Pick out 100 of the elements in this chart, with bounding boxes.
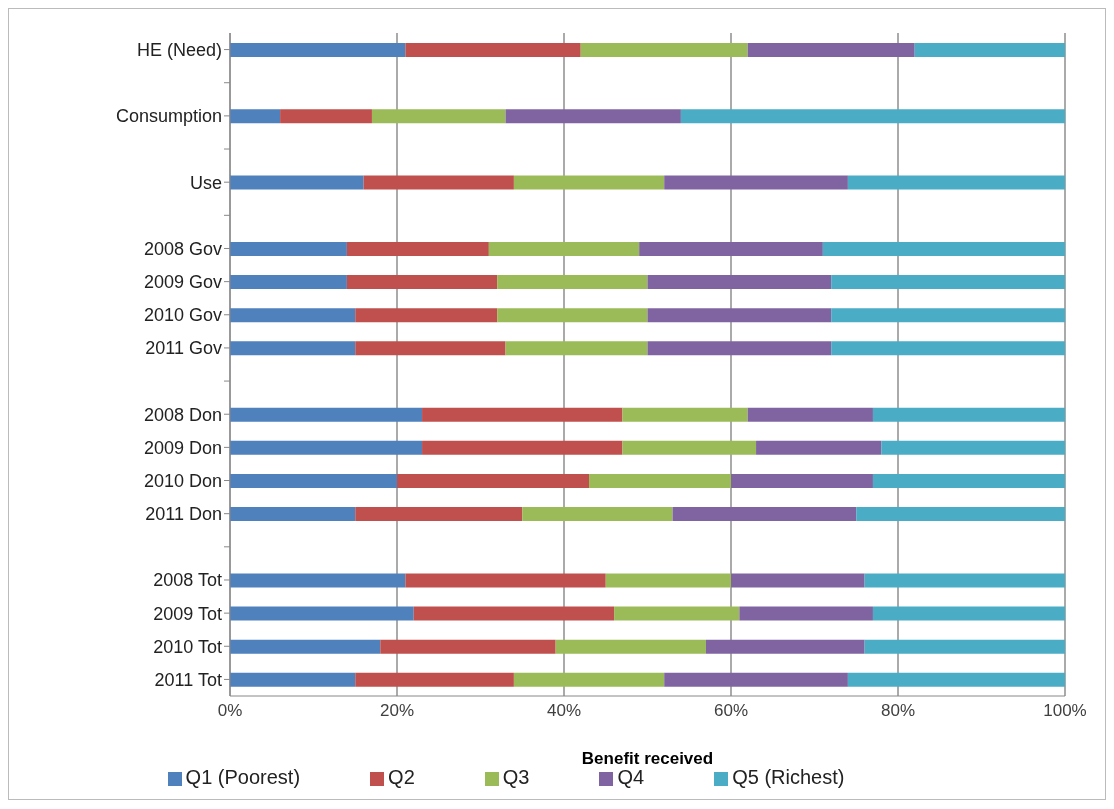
bar — [664, 672, 848, 687]
bar — [881, 440, 1065, 455]
bar — [355, 672, 514, 687]
y-tick-label: Use — [189, 172, 222, 193]
bar — [230, 639, 381, 654]
bar — [355, 341, 506, 356]
bar — [872, 473, 1065, 488]
bar — [505, 341, 648, 356]
bar — [555, 639, 706, 654]
bar — [230, 407, 423, 422]
bar — [731, 473, 873, 488]
bar — [497, 308, 648, 323]
bar — [847, 672, 1065, 687]
x-tick-label: 20% — [379, 701, 415, 721]
bar — [831, 275, 1065, 290]
x-tick-label: 0% — [217, 701, 243, 721]
bar — [230, 43, 406, 57]
bar — [639, 241, 823, 256]
bar — [622, 440, 757, 455]
bar — [230, 507, 356, 522]
y-tick-label: 2011 Gov — [145, 338, 222, 359]
bar — [589, 473, 731, 488]
bar — [230, 275, 347, 290]
bar — [522, 507, 673, 522]
bar — [647, 341, 832, 356]
bar — [488, 241, 640, 256]
bar — [355, 507, 523, 522]
bar — [822, 241, 1065, 256]
x-tick-label: 100% — [1043, 701, 1087, 721]
y-tick-label: 2008 Gov — [143, 238, 222, 259]
bar — [230, 341, 356, 356]
bar — [346, 241, 489, 256]
bar — [864, 573, 1065, 588]
bar — [731, 573, 865, 588]
bar — [230, 308, 356, 323]
bar — [371, 109, 506, 124]
bar — [831, 341, 1065, 356]
bar — [580, 43, 748, 57]
bar — [230, 175, 364, 190]
bar — [747, 43, 915, 57]
bar — [756, 440, 882, 455]
x-tick-label: 60% — [713, 701, 749, 721]
y-tick-label: 2008 Don — [143, 404, 222, 425]
bar — [405, 43, 581, 57]
y-tick-label: Consumption — [115, 106, 222, 127]
y-tick-label: 2009 Tot — [153, 603, 222, 624]
x-axis-title: Benefit received — [581, 749, 714, 768]
bar — [647, 308, 832, 323]
bar — [513, 672, 665, 687]
bar — [230, 606, 414, 621]
bar — [647, 275, 832, 290]
bar — [230, 573, 406, 588]
bar — [505, 109, 681, 124]
bar — [422, 440, 623, 455]
y-tick-label: 2009 Gov — [143, 272, 222, 293]
bar — [513, 175, 665, 190]
y-tick-label: 2008 Tot — [153, 570, 222, 591]
bar — [680, 109, 1065, 124]
bar — [831, 308, 1065, 323]
bar — [422, 407, 623, 422]
x-tick-label: 80% — [880, 701, 916, 721]
y-tick-label: HE (Need) — [136, 39, 222, 60]
bar — [614, 606, 740, 621]
bar — [847, 175, 1065, 190]
bar — [497, 275, 648, 290]
y-tick-label: 2010 Tot — [153, 636, 222, 657]
bar — [380, 639, 556, 654]
bar — [914, 43, 1065, 57]
bar — [664, 175, 848, 190]
bar — [705, 639, 865, 654]
y-tick-label: 2009 Don — [143, 437, 222, 458]
bar — [230, 440, 423, 455]
legend-label: Q5 (Richest) — [732, 766, 845, 788]
bar — [230, 241, 347, 256]
legend-label: Q2 — [388, 766, 415, 788]
bar — [405, 573, 606, 588]
bar — [355, 308, 498, 323]
bar — [397, 473, 590, 488]
bar — [230, 672, 356, 687]
bar — [672, 507, 857, 522]
bar — [856, 507, 1065, 522]
y-tick-label: 2011 Tot — [154, 669, 222, 690]
legend-label: Q1 (Poorest) — [185, 766, 301, 788]
y-tick-label: 2010 Gov — [143, 305, 222, 326]
legend-label: Q3 — [502, 766, 530, 788]
legend-label: Q4 — [617, 766, 645, 788]
bar — [747, 407, 873, 422]
bar — [280, 109, 372, 124]
bar — [363, 175, 514, 190]
x-tick-label: 40% — [546, 701, 582, 721]
bar — [864, 639, 1065, 654]
bar — [872, 407, 1065, 422]
y-tick-label: 2011 Don — [145, 504, 222, 525]
bar — [872, 606, 1065, 621]
bar — [346, 275, 498, 290]
bar — [230, 109, 281, 124]
y-tick-label: 2010 Don — [143, 470, 222, 491]
bar — [605, 573, 731, 588]
bar — [739, 606, 873, 621]
bar — [413, 606, 615, 621]
